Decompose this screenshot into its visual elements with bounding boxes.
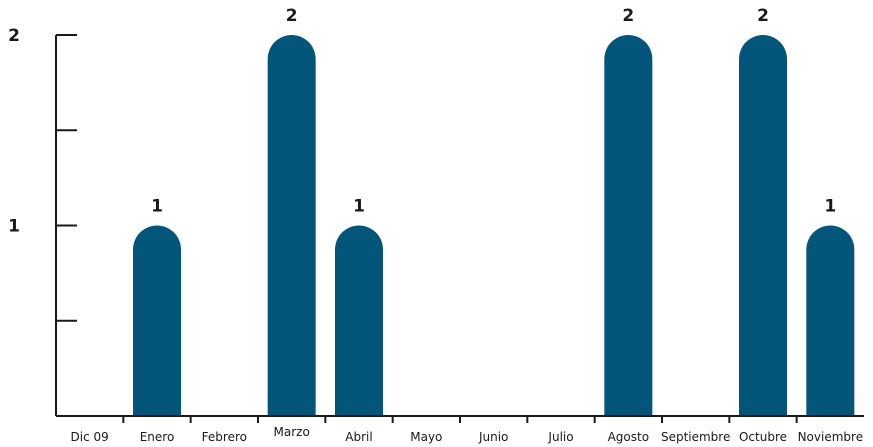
bar-enero <box>133 225 181 416</box>
x-category-label: Abril <box>345 430 372 444</box>
x-category-label: Mayo <box>410 430 442 444</box>
x-category-label: Noviembre <box>798 430 864 444</box>
x-category-label: Julio <box>547 430 573 444</box>
bar-agosto <box>604 35 653 417</box>
bar-abril <box>335 225 383 416</box>
x-category-label: Agosto <box>608 430 649 444</box>
x-category-label: Septiembre <box>661 430 730 444</box>
data-label: 1 <box>151 197 163 217</box>
data-label: 2 <box>622 6 634 26</box>
x-category-label: Junio <box>478 430 508 444</box>
bar-octubre <box>739 35 787 416</box>
category-labels-group: Dic 09 Enero Febrero Marzo Abril Mayo Junio Jul… <box>71 425 864 444</box>
bar-noviembre <box>806 225 855 416</box>
y-tick-label: 1 <box>8 217 20 237</box>
data-label: 1 <box>353 197 365 217</box>
x-category-label: Enero <box>140 430 175 444</box>
bar-marzo <box>267 35 316 417</box>
data-labels-group: 1 2 1 2 2 1 <box>151 6 836 217</box>
data-label: 2 <box>757 6 769 26</box>
bars-group <box>133 35 855 417</box>
y-ticks-group: 12 <box>8 26 77 322</box>
data-label: 2 <box>286 6 298 26</box>
x-category-label: Febrero <box>202 430 247 444</box>
x-category-label: Marzo <box>274 425 310 439</box>
y-tick-label: 2 <box>8 26 20 46</box>
x-category-label: Dic 09 <box>71 430 109 444</box>
data-label: 1 <box>824 197 836 217</box>
x-category-label: Octubre <box>739 430 787 444</box>
